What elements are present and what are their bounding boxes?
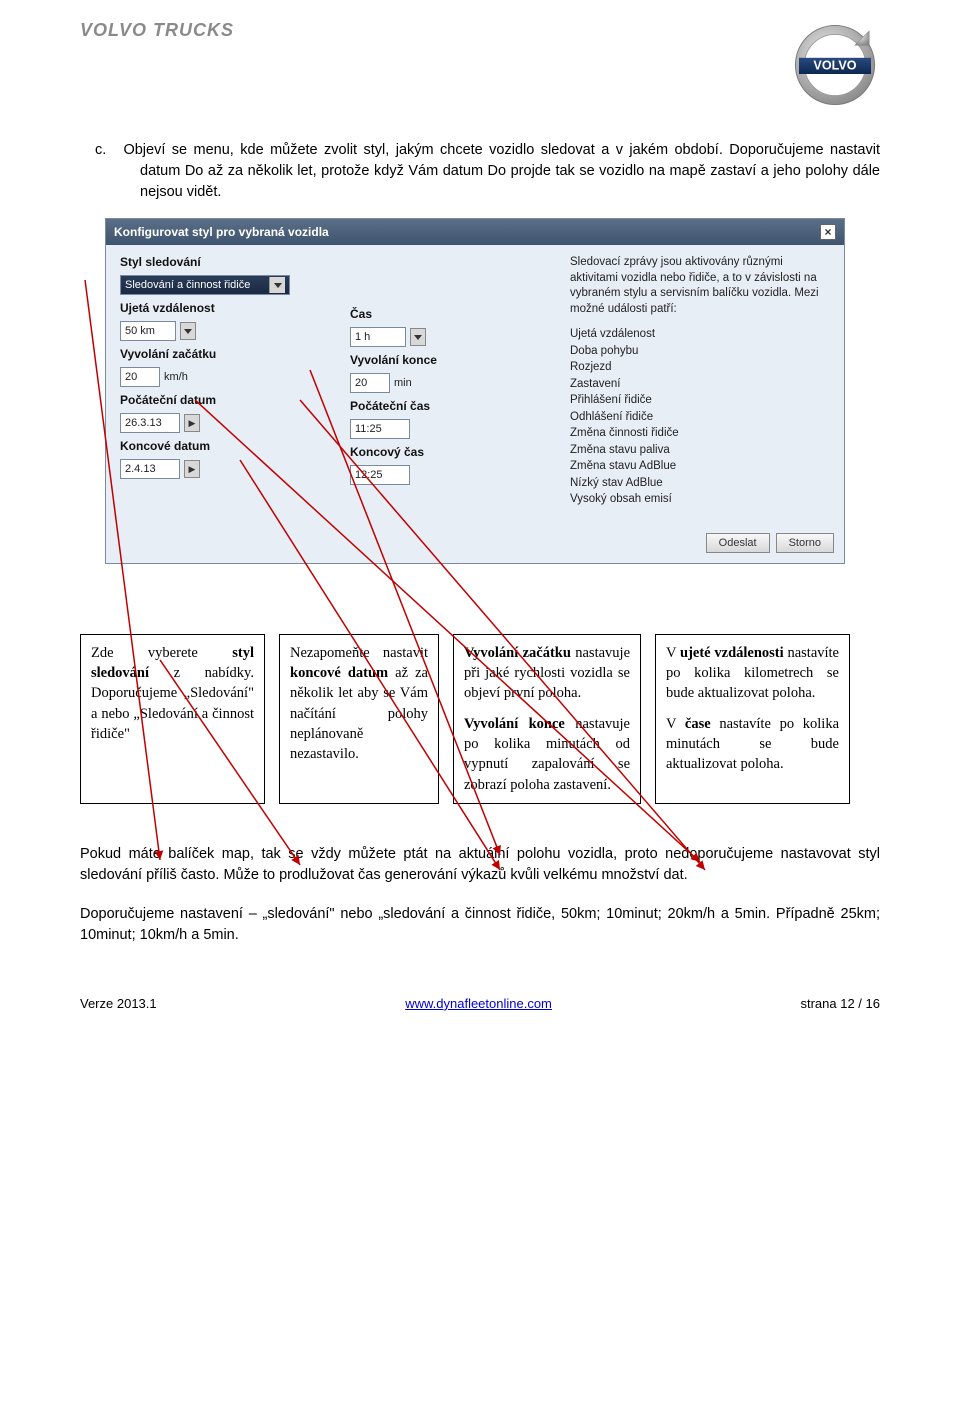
- event-item: Změna stavu AdBlue: [570, 459, 830, 475]
- event-item: Nízký stav AdBlue: [570, 476, 830, 492]
- event-list: Ujetá vzdálenost Doba pohybu Rozjezd Zas…: [570, 327, 830, 508]
- callout-trigger-p1: Vyvolání začátku nastavuje při jaké rych…: [464, 643, 630, 704]
- intro-text: Objeví se menu, kde můžete zvolit styl, …: [123, 142, 880, 200]
- trig-end-label: Vyvolání konce: [350, 353, 550, 367]
- start-time-input[interactable]: 11:25: [350, 419, 410, 439]
- event-item: Zastavení: [570, 377, 830, 393]
- cancel-button[interactable]: Storno: [776, 533, 834, 553]
- event-item: Rozjezd: [570, 360, 830, 376]
- callout-dist-p2: V čase nastavíte po kolika minutách se b…: [666, 714, 839, 775]
- distance-dropdown[interactable]: [180, 322, 196, 340]
- time-input[interactable]: 1 h: [350, 327, 406, 347]
- modal-titlebar: Konfigurovat styl pro vybraná vozidla ×: [106, 219, 844, 245]
- time-label: Čas: [350, 307, 550, 321]
- event-item: Změna stavu paliva: [570, 443, 830, 459]
- volvo-logo: VOLVO: [790, 20, 880, 110]
- svg-text:VOLVO: VOLVO: [813, 59, 856, 73]
- style-select[interactable]: Sledování a činnost řidiče: [120, 275, 290, 295]
- distance-input[interactable]: 50 km: [120, 321, 176, 341]
- event-item: Ujetá vzdálenost: [570, 327, 830, 343]
- start-date-picker[interactable]: ▶: [184, 414, 200, 432]
- callout-distance-time: V ujeté vzdálenosti nastavíte po kolika …: [655, 634, 850, 804]
- event-item: Doba pohybu: [570, 344, 830, 360]
- callout-dist-p1: V ujeté vzdálenosti nastavíte po kolika …: [666, 643, 839, 704]
- footer-version: Verze 2013.1: [80, 996, 157, 1011]
- config-modal: Konfigurovat styl pro vybraná vozidla × …: [105, 218, 845, 564]
- body-paragraph-1: Pokud máte balíček map, tak se vždy může…: [80, 844, 880, 886]
- page-footer: Verze 2013.1 www.dynafleetonline.com str…: [80, 996, 880, 1031]
- trig-start-label: Vyvolání začátku: [120, 347, 320, 361]
- submit-button[interactable]: Odeslat: [706, 533, 770, 553]
- trig-start-input[interactable]: 20: [120, 367, 160, 387]
- time-dropdown[interactable]: [410, 328, 426, 346]
- end-date-label: Koncové datum: [120, 439, 320, 453]
- style-select-value: Sledování a činnost řidiče: [125, 279, 250, 291]
- callout-trigger-p2: Vyvolání konce nastavuje po kolika minut…: [464, 714, 630, 795]
- distance-label: Ujetá vzdálenost: [120, 301, 320, 315]
- callout-enddate: Nezapomeňte nastavit koncové datum až za…: [279, 634, 439, 804]
- callout-style: Zde vyberete styl sledování z nabídky. D…: [80, 634, 265, 804]
- event-item: Odhlášení řidiče: [570, 410, 830, 426]
- trig-end-input[interactable]: 20: [350, 373, 390, 393]
- end-date-input[interactable]: 2.4.13: [120, 459, 180, 479]
- event-item: Vysoký obsah emisí: [570, 492, 830, 508]
- event-item: Změna činnosti řidiče: [570, 426, 830, 442]
- footer-url[interactable]: www.dynafleetonline.com: [405, 996, 552, 1011]
- brand-text: VOLVO TRUCKS: [80, 20, 234, 41]
- start-time-label: Počáteční čas: [350, 399, 550, 413]
- end-time-input[interactable]: 12:25: [350, 465, 410, 485]
- modal-title: Konfigurovat styl pro vybraná vozidla: [114, 225, 329, 239]
- desc-paragraph: Sledovací zprávy jsou aktivovány různými…: [570, 255, 830, 317]
- list-marker: c.: [95, 140, 117, 161]
- callouts-row: Zde vyberete styl sledování z nabídky. D…: [80, 634, 880, 804]
- trig-end-unit: min: [394, 377, 412, 389]
- modal-description: Sledovací zprávy jsou aktivovány různými…: [570, 255, 830, 509]
- intro-paragraph: c. Objeví se menu, kde můžete zvolit sty…: [140, 140, 880, 203]
- start-date-input[interactable]: 26.3.13: [120, 413, 180, 433]
- style-label: Styl sledování: [120, 255, 320, 269]
- trig-start-unit: km/h: [164, 371, 188, 383]
- start-date-label: Počáteční datum: [120, 393, 320, 407]
- modal-container: Konfigurovat styl pro vybraná vozidla × …: [70, 218, 880, 564]
- body-paragraph-2: Doporučujeme nastavení – „sledování" neb…: [80, 904, 880, 946]
- end-time-label: Koncový čas: [350, 445, 550, 459]
- event-item: Přihlášení řidiče: [570, 393, 830, 409]
- footer-page: strana 12 / 16: [800, 996, 880, 1011]
- close-button[interactable]: ×: [820, 224, 836, 240]
- end-date-picker[interactable]: ▶: [184, 460, 200, 478]
- page-header: VOLVO TRUCKS VOLVO: [80, 0, 880, 120]
- callout-trigger: Vyvolání začátku nastavuje při jaké rych…: [453, 634, 641, 804]
